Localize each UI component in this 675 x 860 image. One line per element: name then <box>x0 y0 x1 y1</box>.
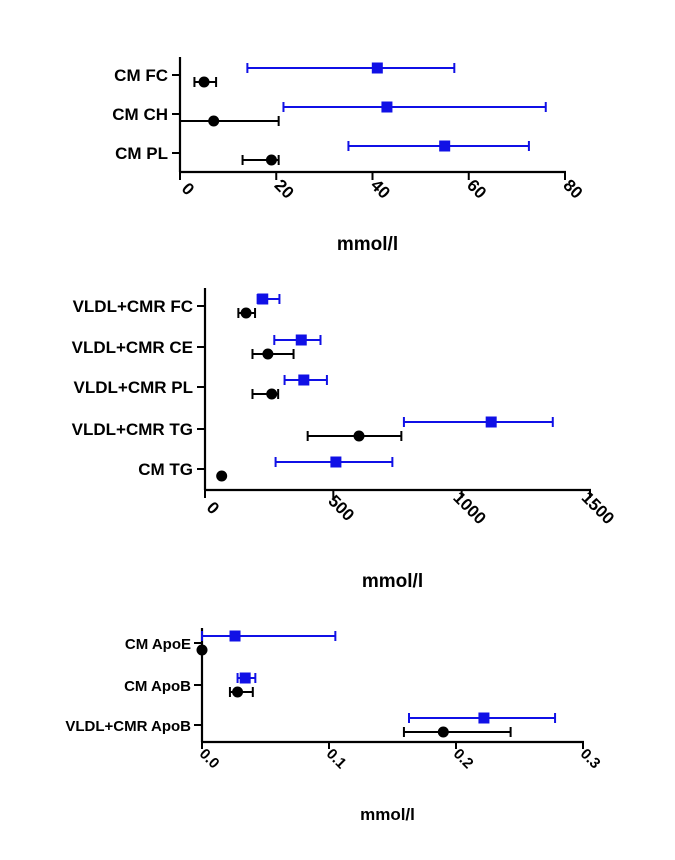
x-tick-label: 0 <box>178 179 198 199</box>
category-label-cm-fc: CM FC <box>114 66 168 85</box>
data-point-square-vldl-cmr-fc <box>257 293 269 305</box>
data-point-circle-cm-apob <box>232 686 244 698</box>
data-point-circle-vldl-cmr-ce <box>262 348 274 360</box>
category-label-cm-pl: CM PL <box>115 144 168 163</box>
x-tick-label: 20 <box>271 176 298 203</box>
chart-panel-lipids-cm: 0 20 40 60 80 mmol/l CM FC CM CH CM PL <box>112 57 586 255</box>
category-label-cm-ch: CM CH <box>112 105 168 124</box>
x-tick-label: 0.0 <box>196 745 223 772</box>
category-label-cm-apob: CM ApoB <box>124 678 191 695</box>
x-tick-label: 0.2 <box>450 745 477 772</box>
data-point-square-vldl-cmr-tg <box>485 416 497 428</box>
category-label-vldl-cmr-tg: VLDL+CMR TG <box>72 420 193 439</box>
data-point-square-vldl-cmr-pl <box>298 374 310 386</box>
data-point-square-cm-ch <box>381 101 393 113</box>
chart-panel-lipids-vldl: 0 500 1000 1500 mmol/l VLDL+CMR FC VLDL+CMR CE… <box>72 288 618 592</box>
x-axis-label: mmol/l <box>362 571 423 592</box>
category-label-vldl-cmr-ce: VLDL+CMR CE <box>72 338 193 357</box>
data-point-square-cm-pl <box>439 140 451 152</box>
data-point-square-vldl-cmr-ce <box>295 334 307 346</box>
data-point-square-cm-fc <box>371 62 383 74</box>
data-point-circle-cm-fc <box>198 76 210 88</box>
data-point-circle-vldl-cmr-tg <box>353 430 365 442</box>
category-label-cm-tg: CM TG <box>138 460 193 479</box>
x-tick-label: 1500 <box>578 488 618 528</box>
data-point-square-cm-apob <box>239 672 251 684</box>
data-point-circle-cm-pl <box>265 154 277 166</box>
x-tick-label: 0.1 <box>323 745 350 772</box>
x-tick-label: 80 <box>559 176 586 203</box>
x-tick-label: 500 <box>324 491 357 524</box>
category-label-vldl-cmr-fc: VLDL+CMR FC <box>73 297 193 316</box>
data-point-square-cm-tg <box>330 456 342 468</box>
data-point-circle-cm-ch <box>208 115 220 127</box>
x-tick-label: 0 <box>203 498 223 518</box>
x-tick-label: 0.3 <box>577 745 604 772</box>
data-point-square-cm-apoe <box>229 630 241 642</box>
x-tick-label: 1000 <box>449 488 489 528</box>
category-label-cm-apoe: CM ApoE <box>125 636 191 653</box>
data-point-circle-vldl-cmr-fc <box>240 307 252 319</box>
category-label-vldl-cmr-apob: VLDL+CMR ApoB <box>65 718 191 735</box>
category-label-vldl-cmr-pl: VLDL+CMR PL <box>74 378 193 397</box>
data-point-circle-cm-apoe <box>196 644 208 656</box>
data-point-circle-cm-tg <box>216 470 228 482</box>
data-point-circle-vldl-cmr-apob <box>437 726 449 738</box>
x-tick-label: 60 <box>463 176 490 203</box>
data-point-square-vldl-cmr-apob <box>478 712 490 724</box>
x-axis-label: mmol/l <box>337 234 398 255</box>
x-axis-label: mmol/l <box>360 805 415 824</box>
x-tick-label: 40 <box>367 176 394 203</box>
data-point-circle-vldl-cmr-pl <box>266 388 278 400</box>
chart-panel-apolipoproteins: 0.0 0.1 0.2 0.3 mmol/l CM ApoE CM ApoB VLDL+CMR… <box>65 628 604 824</box>
